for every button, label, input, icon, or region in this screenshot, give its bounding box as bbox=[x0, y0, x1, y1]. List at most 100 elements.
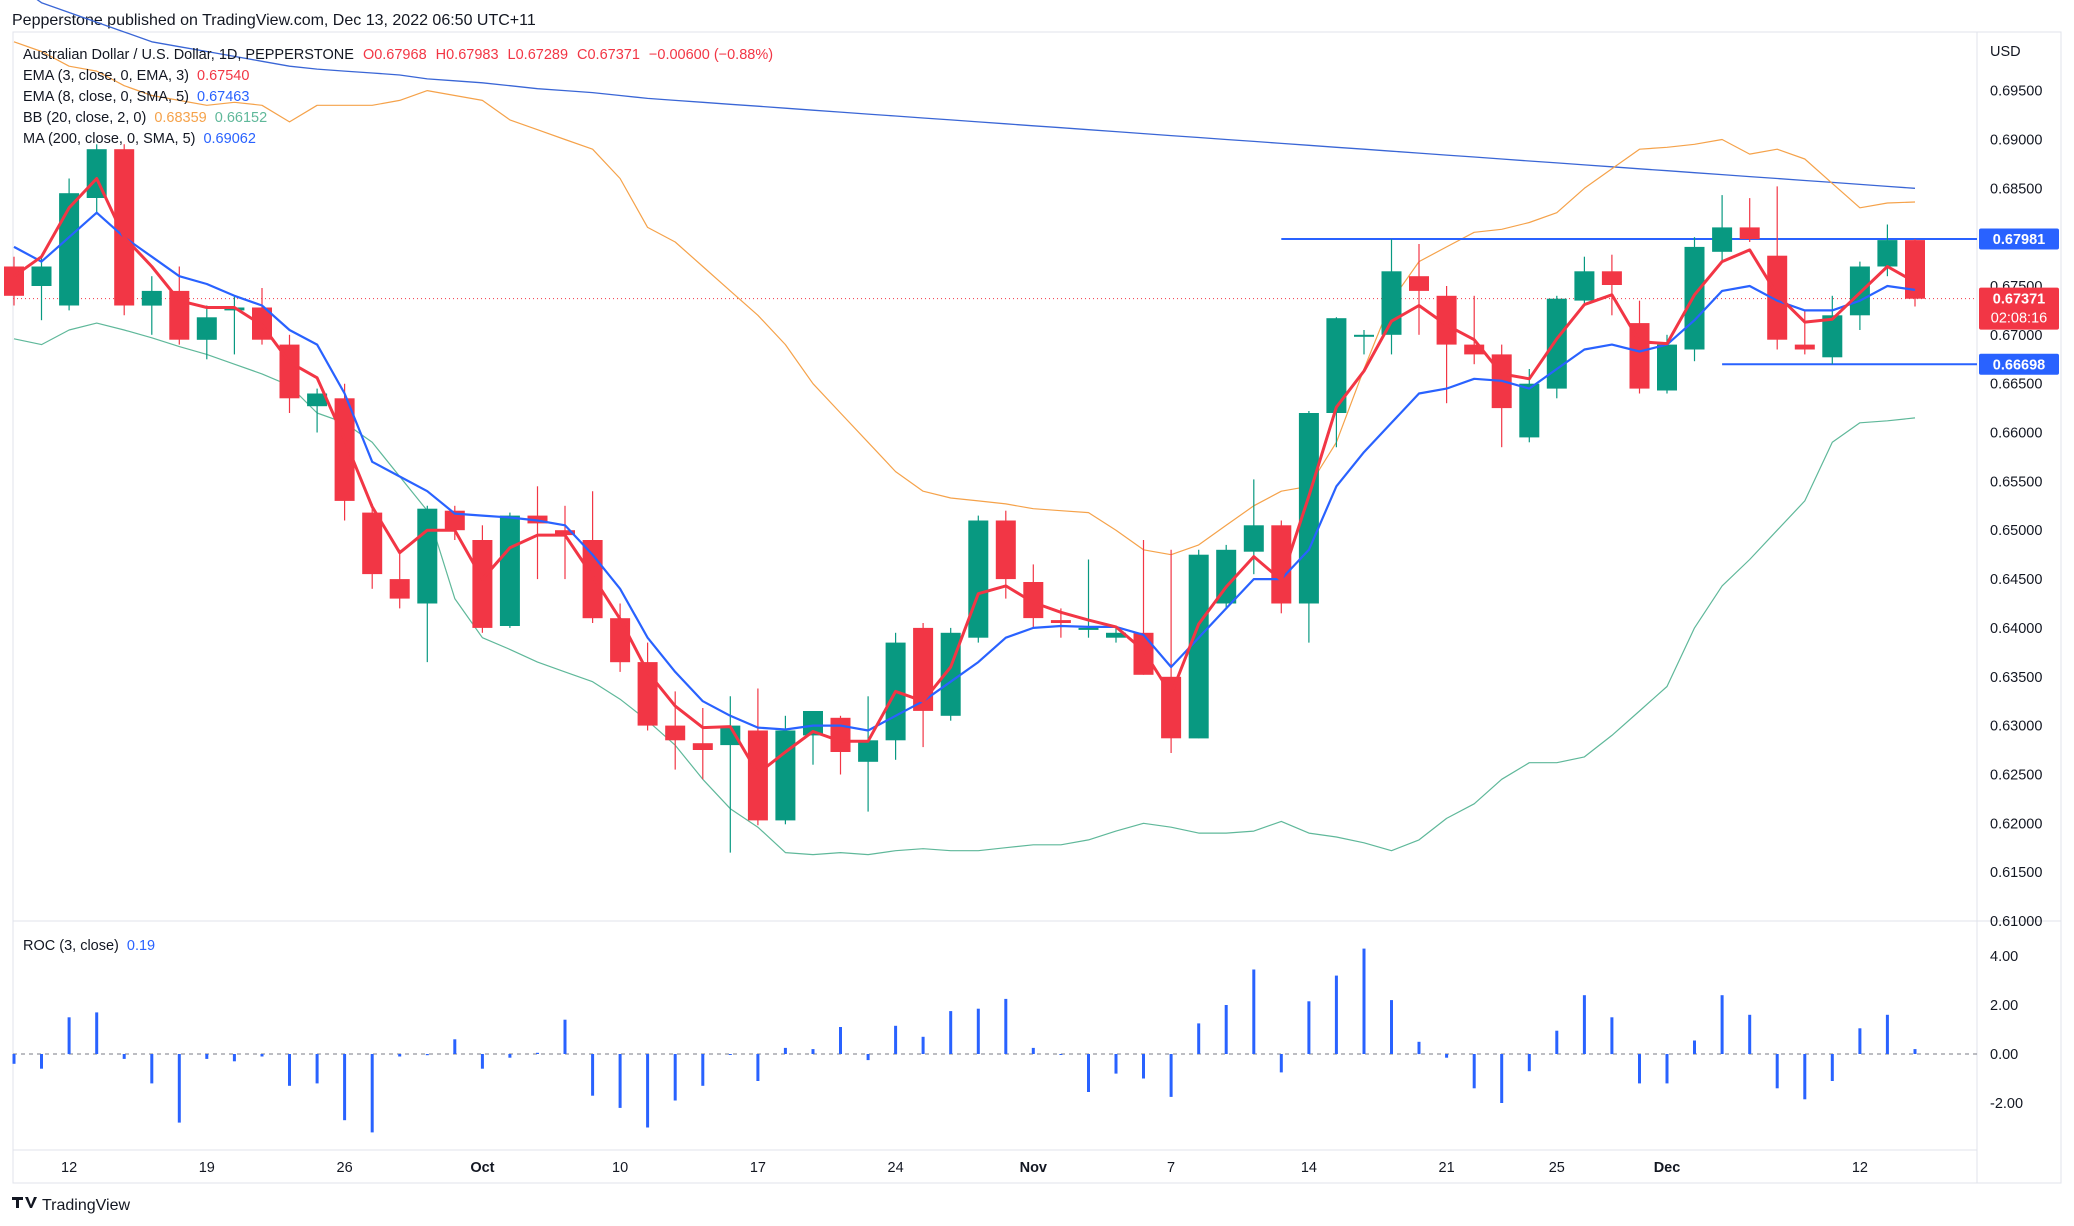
last-price-badge[interactable]: 0.67371 02:08:16 bbox=[1979, 287, 2059, 330]
legend-roc-value: 0.19 bbox=[127, 938, 155, 954]
candle-body bbox=[692, 743, 713, 750]
last-price-badge-value: 0.67371 bbox=[1993, 292, 2045, 308]
candle[interactable] bbox=[1574, 256, 1595, 306]
candle[interactable] bbox=[995, 510, 1016, 599]
candle[interactable] bbox=[499, 512, 520, 628]
candle[interactable] bbox=[1354, 330, 1374, 355]
candle[interactable] bbox=[1794, 310, 1815, 355]
candle[interactable] bbox=[1767, 186, 1788, 350]
bb-lower-line bbox=[13, 322, 1916, 856]
candle[interactable] bbox=[803, 711, 823, 765]
candle[interactable] bbox=[720, 696, 741, 853]
resistance-badge-value: 0.67981 bbox=[1993, 232, 2045, 248]
roc-bar bbox=[40, 1054, 43, 1069]
legend-symbol-row[interactable]: Australian Dollar / U.S. Dollar, 1D, PEP… bbox=[23, 47, 773, 63]
horizontal-lines-layer[interactable] bbox=[1281, 238, 1977, 366]
candle-body bbox=[1243, 525, 1264, 552]
roc-tick-label: 4.00 bbox=[1990, 949, 2018, 965]
legend-bb-lower: 0.66152 bbox=[215, 110, 267, 126]
candle[interactable] bbox=[1409, 244, 1429, 335]
candle-body bbox=[1657, 344, 1677, 391]
candle-body bbox=[1354, 334, 1374, 337]
ma200-line bbox=[36, 0, 1916, 189]
candle[interactable] bbox=[196, 305, 217, 360]
candle[interactable] bbox=[1519, 369, 1540, 443]
roc-bar bbox=[1087, 1054, 1090, 1092]
legend-ma200-row[interactable]: MA (200, close, 0, SMA, 5) 0.69062 bbox=[23, 131, 256, 147]
candle[interactable] bbox=[334, 383, 355, 521]
legend-ema3-label: EMA (3, close, 0, EMA, 3) bbox=[23, 68, 189, 84]
currency-label: USD bbox=[1990, 44, 2021, 60]
legend[interactable]: Australian Dollar / U.S. Dollar, 1D, PEP… bbox=[23, 47, 773, 954]
candle[interactable] bbox=[31, 256, 52, 321]
candle[interactable] bbox=[444, 505, 465, 540]
candle[interactable] bbox=[858, 696, 879, 812]
candle[interactable] bbox=[59, 178, 80, 311]
candle[interactable] bbox=[1464, 295, 1485, 365]
time-axis[interactable]: 12 19 26 Oct 10 17 24 Nov 7 14 21 25 Dec 12 bbox=[61, 1160, 1868, 1176]
resistance-badge[interactable]: 0.67981 bbox=[1979, 228, 2059, 250]
candle[interactable] bbox=[1684, 237, 1705, 362]
candle[interactable] bbox=[1436, 286, 1457, 404]
candle[interactable] bbox=[747, 688, 768, 826]
legend-bb-row[interactable]: BB (20, close, 2, 0) 0.68359 0.66152 bbox=[23, 110, 267, 126]
candle[interactable] bbox=[114, 144, 135, 316]
candle[interactable] bbox=[555, 505, 575, 580]
candle[interactable] bbox=[1905, 239, 1925, 307]
price-tick-label: 0.69000 bbox=[1990, 133, 2042, 149]
roc-bar bbox=[12, 1054, 16, 1064]
roc-bar bbox=[343, 1054, 347, 1121]
tradingview-logo-icon bbox=[12, 1197, 37, 1208]
candle[interactable] bbox=[1271, 520, 1292, 614]
candle-body bbox=[444, 510, 465, 531]
candle[interactable] bbox=[141, 276, 162, 335]
brand-label: TradingView bbox=[42, 1197, 130, 1214]
candle[interactable] bbox=[1601, 254, 1622, 316]
candle[interactable] bbox=[775, 715, 796, 825]
candle[interactable] bbox=[968, 515, 989, 643]
candle[interactable] bbox=[1106, 627, 1126, 643]
candle[interactable] bbox=[1739, 198, 1760, 242]
candle[interactable] bbox=[1161, 549, 1182, 753]
candle[interactable] bbox=[1629, 300, 1650, 394]
time-tick-label: 19 bbox=[199, 1160, 215, 1176]
legend-roc-row[interactable]: ROC (3, close) 0.19 bbox=[23, 938, 155, 954]
legend-high: H0.67983 bbox=[436, 47, 499, 63]
roc-bar bbox=[205, 1054, 209, 1059]
candle[interactable] bbox=[389, 549, 410, 609]
candle[interactable] bbox=[1216, 544, 1237, 609]
candle-body bbox=[803, 711, 823, 736]
price-axis[interactable]: 0.695000.690000.685000.675000.670000.665… bbox=[1990, 84, 2042, 930]
candle-body bbox=[1464, 344, 1485, 355]
roc-bar bbox=[177, 1054, 181, 1123]
candle-body bbox=[1271, 525, 1292, 604]
roc-bar bbox=[1279, 1054, 1283, 1073]
candle-body bbox=[775, 730, 796, 821]
roc-bar bbox=[536, 1052, 539, 1054]
candle[interactable] bbox=[1188, 549, 1209, 739]
candle[interactable] bbox=[362, 503, 383, 589]
price-tick-label: 0.68500 bbox=[1990, 181, 2042, 197]
candle[interactable] bbox=[1078, 559, 1099, 638]
roc-bar bbox=[783, 1047, 787, 1054]
candle[interactable] bbox=[1822, 295, 1843, 365]
roc-axis[interactable]: 4.00 2.00 0.00 -2.00 bbox=[1990, 949, 2023, 1112]
candle[interactable] bbox=[279, 334, 300, 413]
candle[interactable] bbox=[1023, 564, 1044, 628]
candle[interactable] bbox=[1712, 195, 1733, 262]
roc-bar bbox=[1665, 1054, 1669, 1084]
candle-body bbox=[1161, 676, 1182, 739]
legend-ma200-value: 0.69062 bbox=[203, 131, 255, 147]
candle[interactable] bbox=[913, 623, 934, 748]
legend-ema8-row[interactable]: EMA (8, close, 0, SMA, 5) 0.67463 bbox=[23, 89, 249, 105]
candle[interactable] bbox=[307, 388, 328, 433]
tradingview-brand[interactable]: TradingView bbox=[12, 1197, 130, 1214]
support-badge[interactable]: 0.66698 bbox=[1979, 353, 2059, 375]
candle[interactable] bbox=[1326, 317, 1347, 448]
candle-body bbox=[665, 725, 686, 741]
candle[interactable] bbox=[692, 708, 713, 780]
legend-ema3-row[interactable]: EMA (3, close, 0, EMA, 3) 0.67540 bbox=[23, 68, 249, 84]
candle-body bbox=[582, 540, 603, 619]
